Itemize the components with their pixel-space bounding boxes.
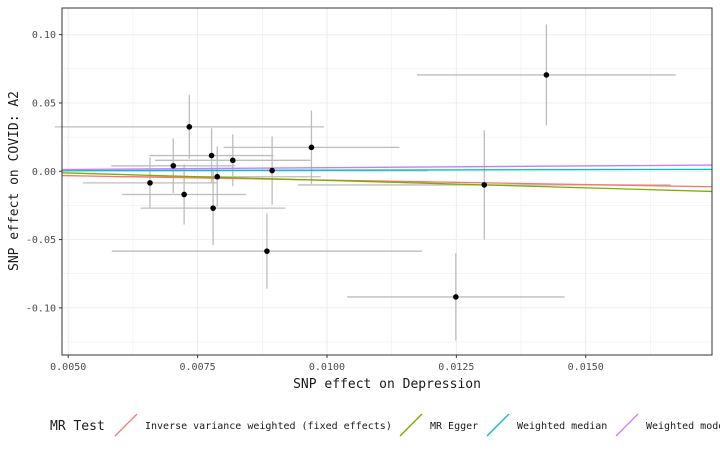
- legend: MR Test Inverse variance weighted (fixed…: [50, 413, 720, 437]
- y-tick-label: -0.10: [26, 303, 56, 314]
- legend-label-0: Inverse variance weighted (fixed effects…: [145, 421, 392, 432]
- data-points: [147, 72, 550, 300]
- x-tick-label: 0.0050: [50, 362, 86, 373]
- data-point: [264, 248, 270, 254]
- x-tick-label: 0.0100: [309, 362, 345, 373]
- data-point: [170, 162, 177, 169]
- data-point: [147, 180, 153, 186]
- panel-border: [61, 7, 713, 356]
- data-point: [181, 191, 187, 198]
- y-tick-label: 0.10: [32, 30, 56, 41]
- legend-label-1: MR Egger: [430, 421, 478, 432]
- legend-key-0: [114, 413, 138, 437]
- regression-line-3: [61, 164, 713, 171]
- data-point: [229, 157, 236, 164]
- data-point: [308, 144, 315, 151]
- data-point: [453, 294, 459, 300]
- y-axis-ticks: -0.10 -0.05 0.00 0.05 0.10: [26, 30, 62, 314]
- grid-lines: [62, 8, 712, 355]
- legend-title: MR Test: [50, 419, 105, 434]
- data-point: [186, 124, 193, 130]
- legend-label-3: Weighted mode: [646, 421, 720, 432]
- regression-lines: [61, 164, 713, 193]
- x-tick-label: 0.0075: [180, 362, 216, 373]
- regression-line-2: [61, 168, 713, 172]
- data-point: [543, 72, 550, 78]
- x-tick-label: 0.0150: [568, 362, 604, 373]
- x-axis-ticks: 0.0050 0.0075 0.0100 0.0125 0.0150: [50, 355, 604, 373]
- x-axis-title: SNP effect on Depression: [293, 377, 481, 392]
- data-point: [208, 152, 215, 159]
- x-tick-label: 0.0125: [438, 362, 474, 373]
- legend-key-1: [399, 413, 423, 437]
- y-tick-label: -0.05: [26, 235, 56, 246]
- regression-line-0: [61, 174, 713, 188]
- data-point: [269, 167, 275, 174]
- y-axis-title: SNP effect on COVID: A2: [7, 91, 22, 271]
- y-tick-label: 0.00: [32, 167, 56, 178]
- y-tick-label: 0.05: [32, 98, 56, 109]
- data-point: [214, 173, 221, 180]
- legend-label-2: Weighted median: [517, 421, 607, 432]
- regression-line-1: [61, 172, 713, 193]
- legend-key-3: [615, 413, 639, 437]
- data-point: [481, 182, 488, 188]
- legend-key-2: [486, 413, 510, 437]
- data-point: [210, 205, 216, 211]
